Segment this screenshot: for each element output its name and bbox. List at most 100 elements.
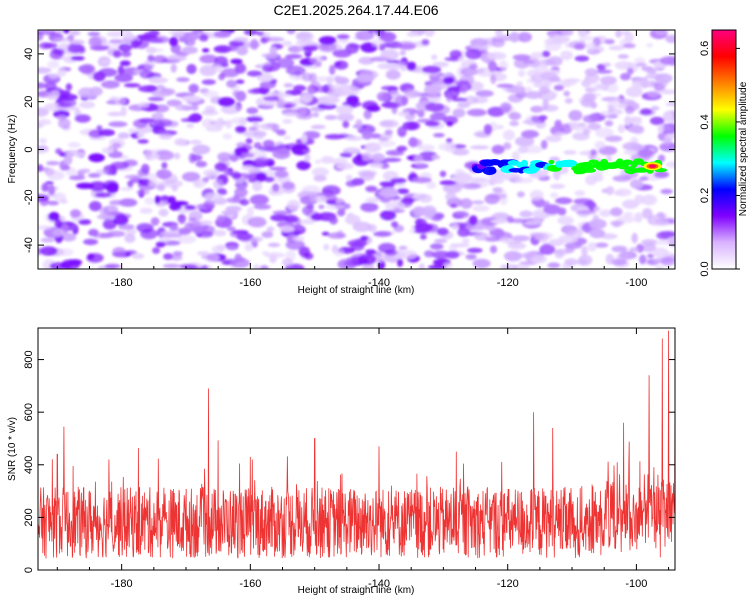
- heatmap-cell: [317, 103, 337, 110]
- heatmap-cell: [425, 102, 445, 112]
- heatmap-cell: [136, 223, 154, 233]
- heatmap-cell: [465, 254, 477, 260]
- heatmap-panel: -180 -160 -140 -120 -100 -40 -20 0 20 40 Height …: [7, 29, 676, 296]
- heatmap-cell: [333, 248, 345, 257]
- heatmap-cell: [296, 160, 311, 171]
- heatmap-cell: [38, 119, 52, 126]
- heatmap-cell: [538, 86, 550, 95]
- heatmap-cell: [226, 226, 236, 232]
- heatmap-cell: [623, 149, 640, 156]
- heatmap-cell: [433, 133, 445, 138]
- heatmap-cell: [147, 54, 155, 62]
- heatmap-cell: [227, 44, 240, 52]
- signal-cell: [488, 166, 496, 174]
- heatmap-cell: [564, 97, 573, 104]
- heatmap-cell: [136, 132, 145, 138]
- heatmap-cell: [169, 224, 179, 232]
- heatmap-cell: [194, 179, 201, 187]
- heatmap-cell: [38, 107, 49, 117]
- heatmap-cell: [423, 85, 442, 95]
- heatmap-cell: [359, 171, 375, 181]
- heatmap-cell: [260, 123, 280, 130]
- heatmap-cell: [324, 115, 338, 120]
- heatmap-x-axis-label: Height of straight line (km): [298, 285, 415, 296]
- heatmap-cell: [234, 187, 248, 198]
- heatmap-cell: [669, 237, 675, 247]
- heatmap-cell: [342, 120, 350, 129]
- heatmap-cell: [61, 165, 71, 171]
- heatmap-cell: [285, 65, 306, 76]
- heatmap-cell: [665, 34, 675, 44]
- snr-x-ticks: -180 -160 -140 -120 -100: [56, 328, 670, 590]
- heatmap-cell: [199, 54, 218, 64]
- heatmap-cell: [511, 235, 530, 242]
- heatmap-cell: [420, 233, 427, 240]
- heatmap-cell: [327, 232, 347, 239]
- heatmap-cell: [282, 181, 295, 190]
- heatmap-cell: [503, 142, 512, 150]
- heatmap-cell: [605, 253, 615, 265]
- heatmap-cell: [549, 192, 559, 199]
- heatmap-cell: [119, 198, 138, 207]
- heatmap-cell: [439, 170, 447, 178]
- heatmap-cell: [542, 50, 551, 58]
- heatmap-cell: [200, 225, 216, 236]
- heatmap-cell: [104, 263, 121, 269]
- heatmap-cell: [199, 220, 213, 226]
- heatmap-cell: [538, 59, 547, 68]
- heatmap-cell: [39, 137, 47, 144]
- heatmap-cell: [212, 179, 224, 190]
- heatmap-cell: [629, 247, 640, 252]
- heatmap-cell: [324, 134, 345, 140]
- colorbar-label: Normalized spectral amplitude: [738, 81, 749, 216]
- heatmap-cell: [361, 152, 373, 162]
- heatmap-cell: [367, 145, 382, 152]
- heatmap-cell: [396, 188, 410, 195]
- heatmap-cell: [195, 160, 208, 168]
- heatmap-cell: [359, 70, 379, 80]
- heatmap-cell: [326, 76, 334, 84]
- heatmap-cell: [69, 30, 81, 36]
- heatmap-cell: [41, 195, 49, 202]
- heatmap-cell: [109, 199, 126, 206]
- heatmap-cell: [365, 185, 378, 193]
- heatmap-cell: [279, 225, 295, 233]
- heatmap-cell: [587, 75, 599, 85]
- heatmap-cell: [526, 77, 541, 84]
- heatmap-cell: [560, 30, 574, 36]
- heatmap-cell: [418, 263, 425, 269]
- heatmap-cell: [213, 45, 232, 53]
- heatmap-cell: [593, 206, 601, 212]
- heatmap-cell: [639, 254, 647, 265]
- heatmap-cell: [449, 243, 458, 254]
- heatmap-cell: [397, 126, 407, 138]
- heatmap-cell: [564, 242, 582, 249]
- heatmap-cell: [467, 247, 483, 253]
- heatmap-cell: [608, 45, 625, 51]
- heatmap-cell: [659, 89, 675, 95]
- heatmap-cell: [408, 138, 423, 147]
- heatmap-cell: [450, 203, 457, 208]
- heatmap-cell: [96, 214, 116, 220]
- heatmap-cell: [182, 95, 202, 103]
- heatmap-cell: [246, 107, 259, 115]
- heatmap-cell: [124, 233, 136, 243]
- y-tick-label: 400: [23, 456, 35, 474]
- heatmap-cell: [611, 245, 628, 253]
- heatmap-cell: [152, 247, 161, 254]
- heatmap-cell: [138, 101, 150, 108]
- heatmap-cell: [295, 31, 314, 42]
- heatmap-cell: [314, 159, 322, 165]
- heatmap-cell: [184, 222, 195, 234]
- heatmap-cell: [318, 204, 325, 210]
- heatmap-cell: [386, 59, 399, 64]
- heatmap-cell: [642, 208, 653, 219]
- heatmap-cell: [347, 239, 368, 247]
- heatmap-cell: [452, 108, 466, 118]
- heatmap-cell: [475, 90, 494, 97]
- heatmap-cell: [616, 253, 633, 260]
- heatmap-cell: [446, 93, 453, 103]
- x-tick-label: -120: [497, 578, 519, 590]
- heatmap-cell: [590, 149, 597, 156]
- y-tick-label: 600: [23, 403, 35, 421]
